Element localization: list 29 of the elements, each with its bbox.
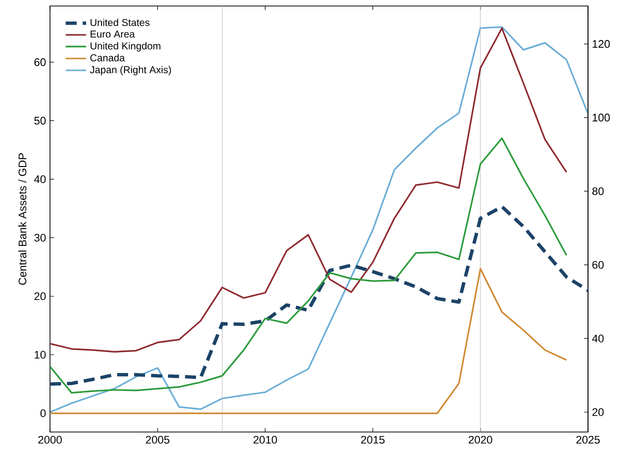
y-tick-label: 50: [34, 116, 46, 125]
y2-tick-label: 80: [592, 187, 604, 196]
y-tick-label: 40: [34, 175, 46, 184]
y-tick-label: 10: [34, 350, 46, 359]
legend-label: Canada: [90, 54, 125, 62]
y-tick-label: 30: [34, 234, 46, 242]
y-axis-title: Central Bank Assets / GDP: [18, 153, 26, 285]
y2-tick-label: 40: [592, 334, 604, 342]
x-tick-label: 2015: [361, 436, 385, 444]
x-tick-label: 2020: [468, 436, 492, 444]
y2-tick-label: 20: [592, 408, 604, 416]
y-tick-label: 0: [40, 409, 46, 418]
y2-tick-label: 120: [592, 40, 610, 48]
x-tick-label: 2010: [254, 436, 277, 444]
line-series: [50, 27, 568, 353]
y2-tick-label: 100: [592, 114, 610, 122]
line-series: [50, 26, 588, 413]
x-tick-label: 2005: [146, 436, 170, 444]
y-tick-label: 60: [34, 58, 46, 66]
y-tick-label: 20: [34, 292, 46, 300]
legend-label: United States: [90, 18, 150, 26]
legend-label: Euro Area: [90, 30, 135, 38]
x-tick-label: 2000: [38, 436, 62, 444]
legend-label: United Kingdom: [90, 42, 160, 52]
y2-tick-label: 60: [592, 260, 604, 269]
legend-label: Japan (Right Axis): [90, 66, 171, 76]
line-series: [50, 137, 568, 394]
x-tick-label: 2025: [576, 436, 600, 444]
line-series: [50, 205, 588, 386]
